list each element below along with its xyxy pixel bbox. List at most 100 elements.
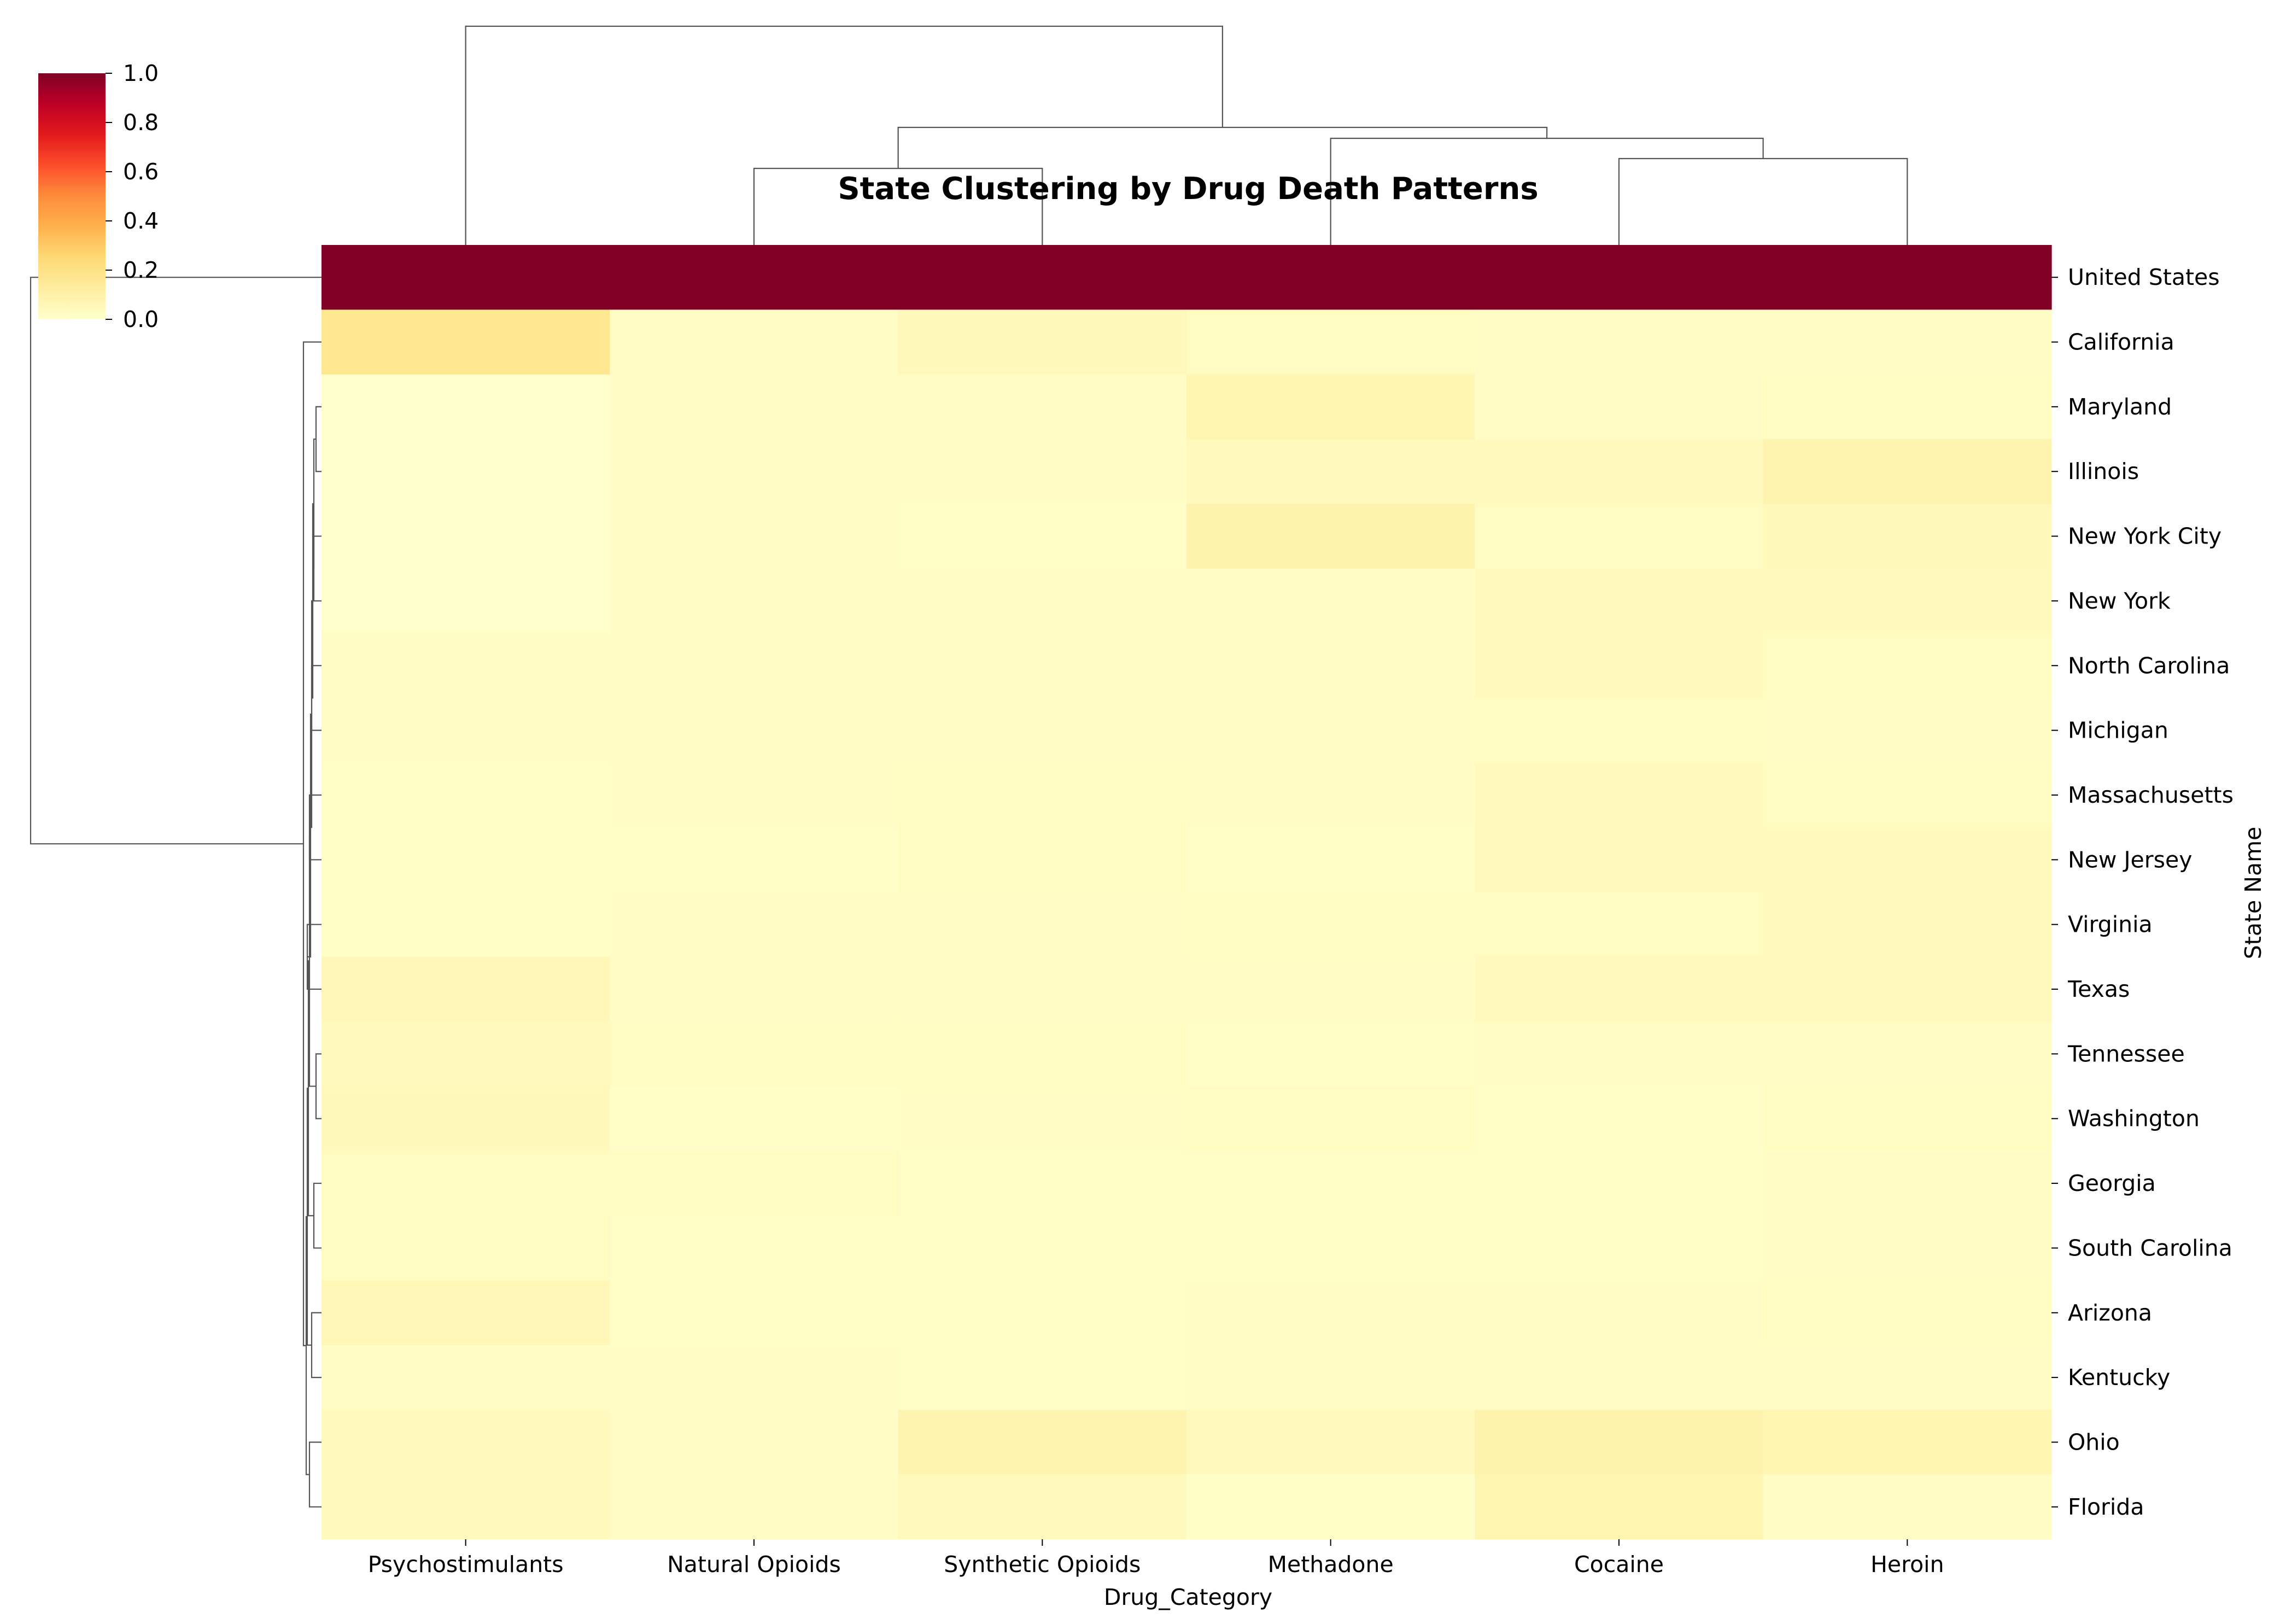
heatmap-cell [1475, 1280, 1764, 1346]
row-tick-label: Arizona [2068, 1300, 2152, 1326]
column-tick-label: Heroin [1870, 1551, 1944, 1578]
heatmap-cell [898, 568, 1187, 634]
heatmap-cell [1763, 309, 2052, 375]
heatmap-cell [1475, 892, 1764, 957]
heatmap-cell [321, 1345, 610, 1410]
heatmap-cell [898, 245, 1187, 310]
colorbar: 0.0 0.2 0.4 0.6 0.8 1.0 [38, 60, 159, 332]
row-tick-label: New York [2068, 588, 2171, 614]
heatmap-cell [321, 568, 610, 634]
heatmap-cell [1186, 1345, 1475, 1410]
heatmap-cell [1186, 698, 1475, 763]
row-tick-label: California [2068, 329, 2174, 355]
heatmap-cell [1186, 504, 1475, 569]
heatmap-cell [610, 374, 899, 440]
heatmap-cell [321, 374, 610, 440]
heatmap-cell [1475, 1216, 1764, 1281]
colorbar-tick-label: 0.2 [123, 257, 159, 283]
heatmap-cell [898, 1150, 1187, 1216]
colorbar-tick-label: 0.0 [123, 306, 159, 332]
heatmap-cell [610, 892, 899, 957]
heatmap-cell [1763, 504, 2052, 569]
y-axis-label: State Name [2240, 827, 2266, 960]
colorbar-tick-label: 0.8 [123, 109, 159, 136]
heatmap-cell [610, 245, 899, 310]
heatmap-cell [610, 956, 899, 1022]
heatmap-cell [321, 309, 610, 375]
heatmap-cell [1475, 1021, 1764, 1087]
heatmap-cell [321, 698, 610, 763]
heatmap-cell [1186, 1474, 1475, 1540]
heatmap-cell [1475, 568, 1764, 634]
heatmap-cell [321, 1410, 610, 1475]
heatmap-cell [1186, 309, 1475, 375]
row-dendrogram [30, 277, 321, 1508]
heatmap-cell [1763, 762, 2052, 828]
heatmap-cell [1475, 374, 1764, 440]
heatmap-cell [610, 762, 899, 828]
heatmap-cell [610, 633, 899, 699]
row-tick-label: Ohio [2068, 1429, 2120, 1455]
heatmap-cell [1475, 504, 1764, 569]
column-tick-labels: Psychostimulants Natural Opioids Synthetic… [368, 1539, 1944, 1578]
heatmap-cell [1763, 1150, 2052, 1216]
heatmap-cell [898, 1410, 1187, 1475]
x-axis-label: Drug_Category [1104, 1584, 1272, 1610]
row-tick-label: Florida [2068, 1494, 2144, 1520]
row-tick-label: Illinois [2068, 458, 2139, 484]
heatmap-cell [898, 1280, 1187, 1346]
heatmap-cell [321, 827, 610, 893]
heatmap-cell [610, 439, 899, 504]
heatmap-cell [898, 1474, 1187, 1540]
heatmap-cell [610, 1021, 899, 1087]
heatmap-cell [321, 1216, 610, 1281]
heatmap-cell [1186, 245, 1475, 310]
heatmap-cell [610, 309, 899, 375]
heatmap-cell [1763, 698, 2052, 763]
colorbar-tick-label: 0.4 [123, 208, 159, 234]
heatmap-cell [1186, 1280, 1475, 1346]
heatmap-cell [1186, 827, 1475, 893]
heatmap-cell [1186, 633, 1475, 699]
heatmap-cell [1186, 892, 1475, 957]
heatmap-cell [898, 309, 1187, 375]
heatmap-cell [1763, 374, 2052, 440]
heatmap-cell [321, 439, 610, 504]
heatmap-cell [610, 1345, 899, 1410]
heatmap-cell [1186, 568, 1475, 634]
heatmap-cell [898, 439, 1187, 504]
column-tick-label: Methadone [1268, 1551, 1394, 1578]
heatmap-cell [321, 1474, 610, 1540]
colorbar-gradient [38, 73, 106, 319]
heatmap-cell [1763, 1410, 2052, 1475]
heatmap-cell [1186, 762, 1475, 828]
heatmap-cell [1475, 1474, 1764, 1540]
heatmap-cell [1475, 1345, 1764, 1410]
colorbar-tick-label: 0.6 [123, 159, 159, 185]
heatmap-cell [1763, 1086, 2052, 1152]
heatmap-cell [1475, 439, 1764, 504]
heatmap-cell [898, 1216, 1187, 1281]
heatmap-cell [321, 633, 610, 699]
heatmap-cell [1186, 956, 1475, 1022]
row-tick-label: Tennessee [2067, 1041, 2185, 1067]
heatmap-cells [321, 245, 2052, 1540]
heatmap-cell [1763, 1474, 2052, 1540]
heatmap-cell [1186, 1086, 1475, 1152]
heatmap-cell [1475, 309, 1764, 375]
row-dendrogram-link [313, 535, 321, 602]
heatmap-cell [610, 1280, 899, 1346]
heatmap-cell [610, 1216, 899, 1281]
heatmap-cell [1763, 1280, 2052, 1346]
heatmap-cell [1763, 892, 2052, 957]
row-tick-label: Kentucky [2068, 1364, 2170, 1391]
heatmap-cell [321, 1280, 610, 1346]
heatmap-cell [1763, 1345, 2052, 1410]
row-dendrogram-link [313, 438, 316, 569]
row-tick-labels: United States California Maryland Illinois N… [2051, 264, 2234, 1520]
column-tick-label: Synthetic Opioids [944, 1551, 1141, 1578]
heatmap-cell [321, 956, 610, 1022]
heatmap-cell [898, 1021, 1187, 1087]
heatmap-cell [321, 1086, 610, 1152]
heatmap-cell [1475, 698, 1764, 763]
